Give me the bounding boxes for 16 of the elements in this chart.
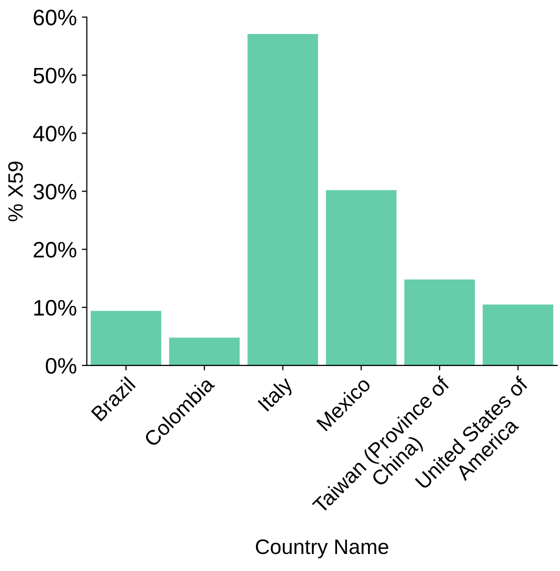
bar: [326, 190, 396, 366]
x-tick-label: Italy: [257, 375, 297, 415]
y-tick-label: 40%: [33, 126, 76, 142]
bar: [169, 338, 240, 366]
bar: [248, 34, 318, 366]
y-tick-label: 60%: [34, 10, 76, 26]
y-tick-label: 0%: [46, 358, 76, 374]
x-axis-title: Country Name: [256, 539, 388, 558]
bar: [482, 304, 554, 366]
y-axis-title: % X59: [8, 162, 23, 222]
bar: [404, 280, 475, 366]
y-tick-label: 30%: [33, 184, 76, 200]
y-tick-label: 20%: [34, 242, 76, 258]
y-tick-label: 50%: [33, 68, 76, 84]
bar: [90, 310, 162, 366]
y-tick-label: 10%: [34, 300, 76, 316]
